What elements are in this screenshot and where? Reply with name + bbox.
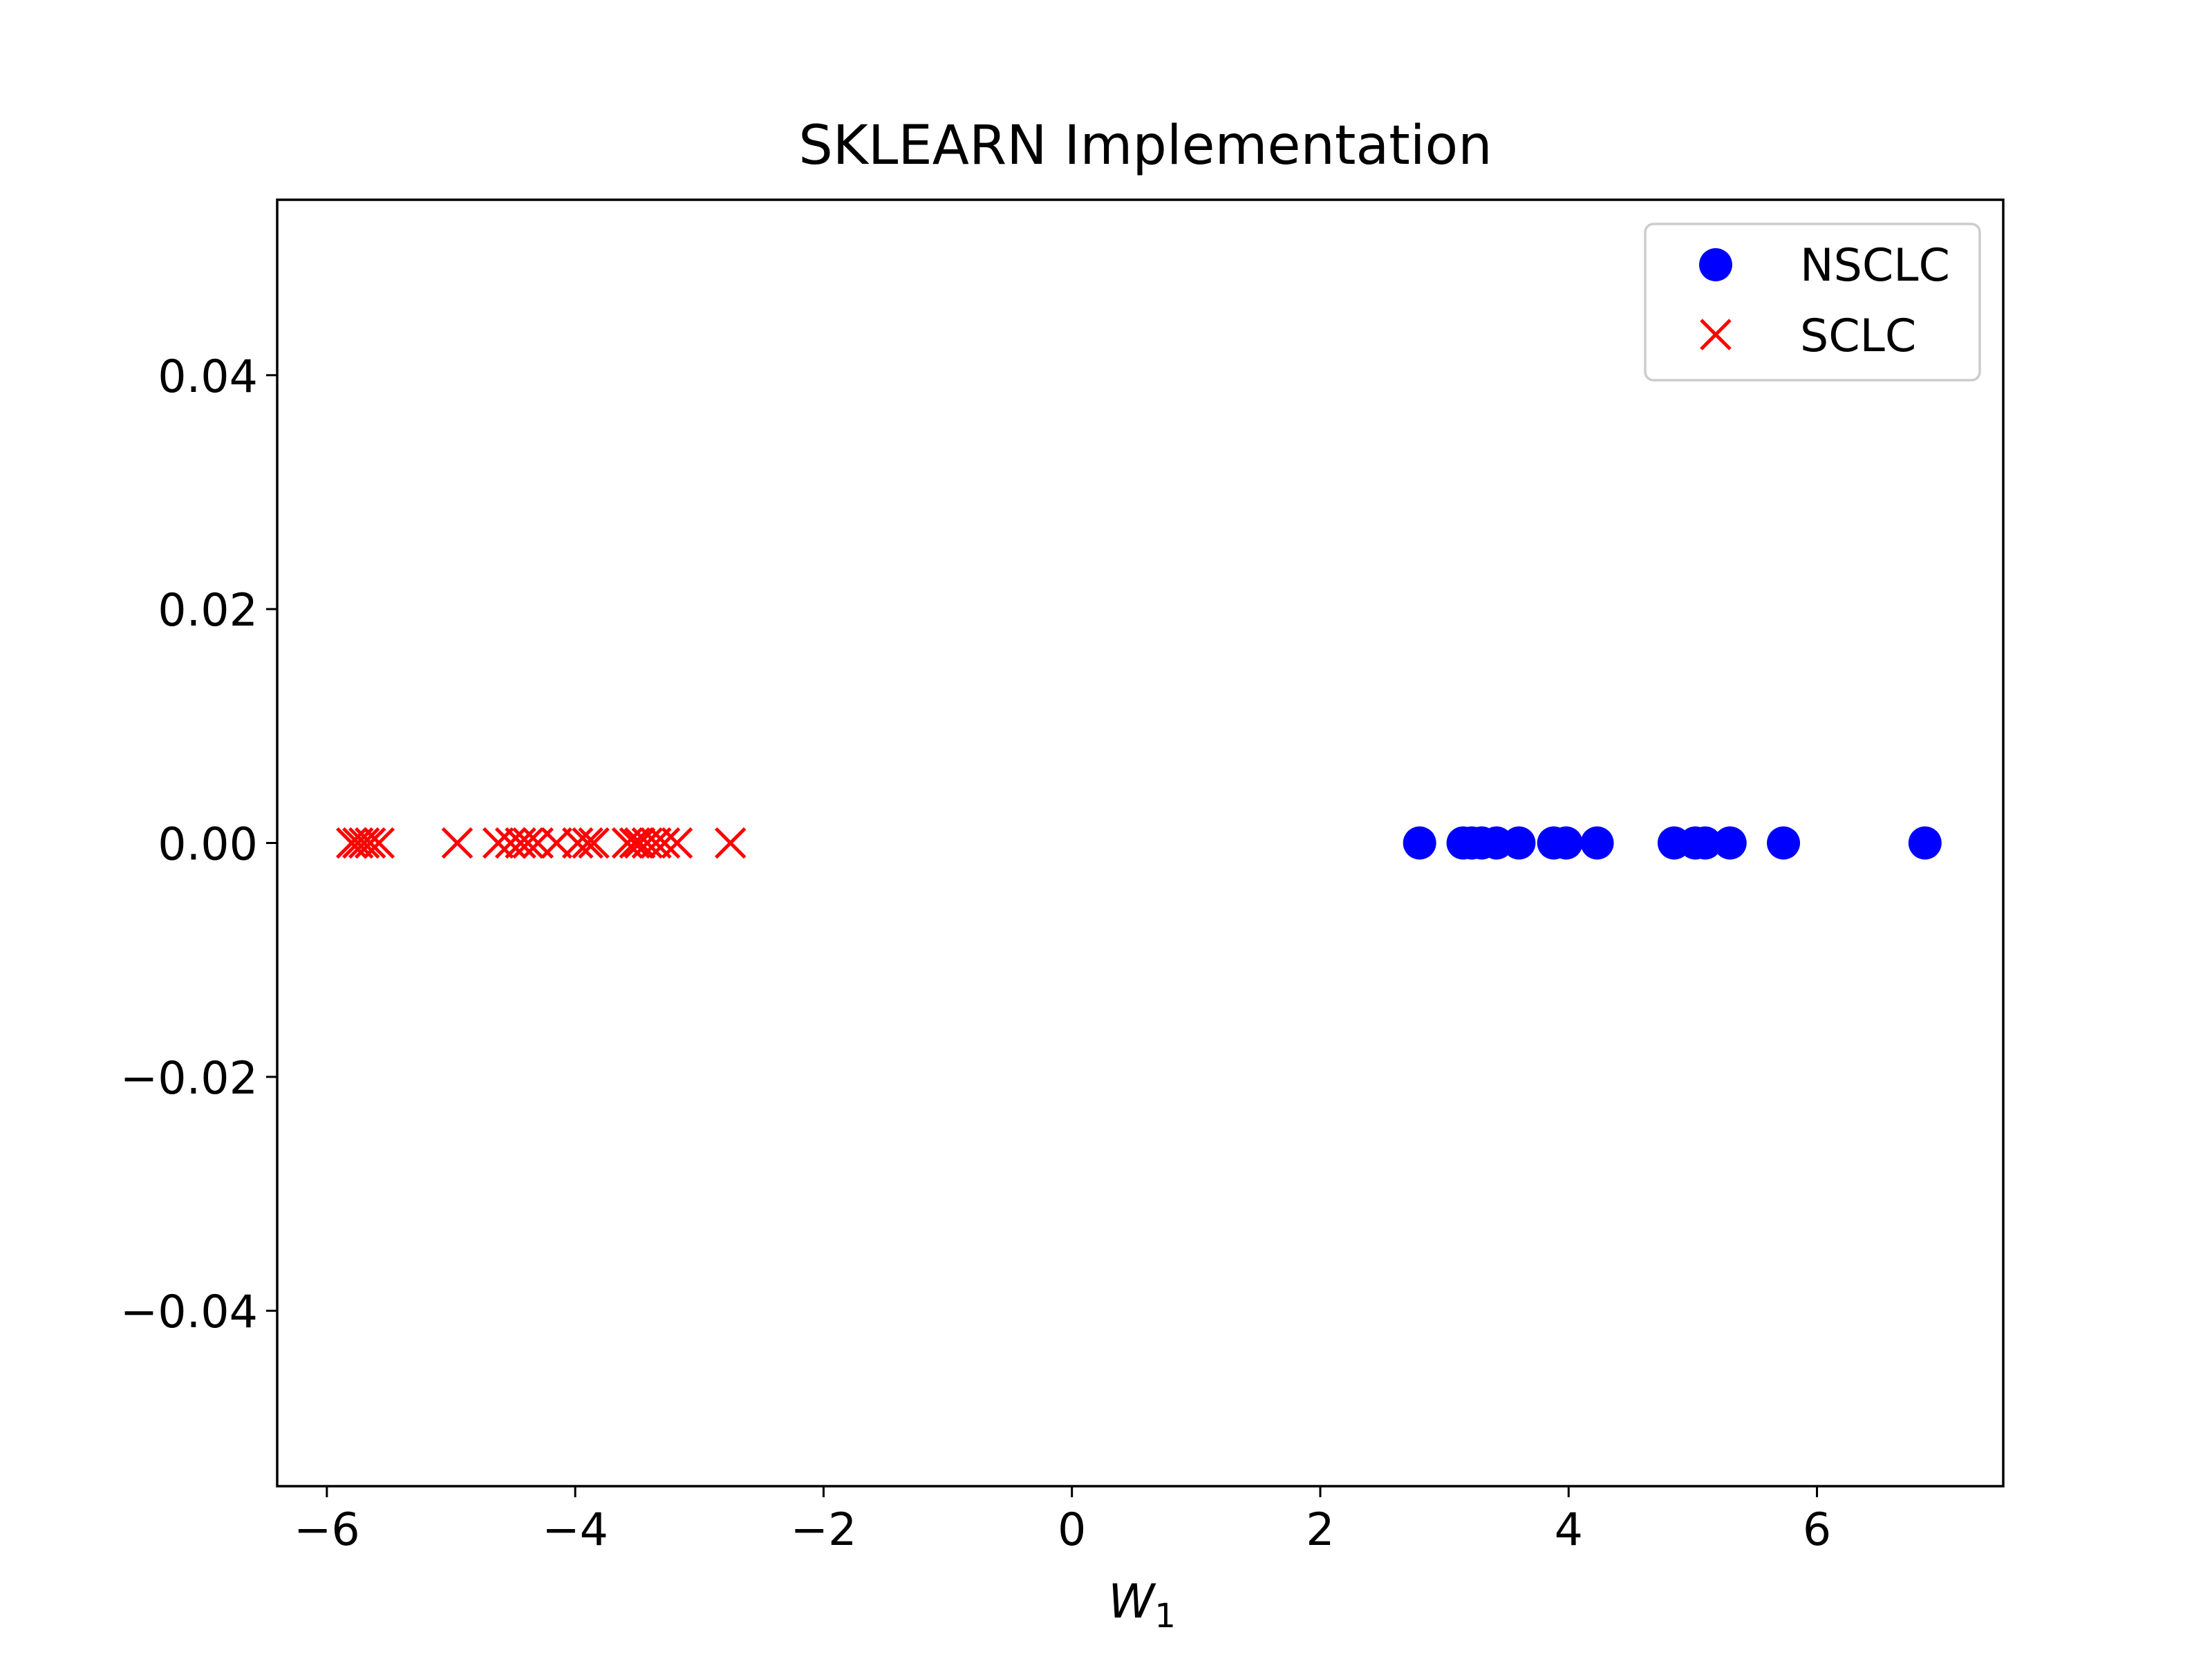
y-tick-label: −0.02 [120,1053,258,1105]
nsclc-point [1688,826,1722,860]
legend: NSCLC SCLC [1644,223,1981,382]
sclc-point [578,827,610,859]
nsclc-point [1713,826,1747,860]
x-axis-label-main: W [1108,1575,1156,1629]
nsclc-point [1502,826,1536,860]
plot-area-frame [276,198,2005,1488]
sclc-point [482,827,514,859]
sclc-point [648,827,681,859]
sclc-point [363,827,395,859]
sclc-point [441,827,474,859]
y-tick-label: 0.02 [158,585,258,637]
sclc-point [661,827,693,859]
x-tick-label: −6 [294,1504,360,1556]
axis-ticks: −6 −4 −2 0 2 4 6 0.04 0.02 0.00 −0.02 −0.04 [120,351,1831,1556]
legend-sclc-label: SCLC [1800,310,1916,362]
x-tick-label: 4 [1555,1504,1583,1556]
x-tick-label: −4 [542,1504,608,1556]
legend-nsclc-label: NSCLC [1800,240,1950,292]
nsclc-point [1908,826,1942,860]
sclc-point [354,827,386,859]
plot-points [336,826,1942,860]
sclc-point [572,827,603,859]
sclc-point [348,827,380,859]
legend-nsclc-marker [1699,248,1732,281]
legend-sclc-marker [1700,319,1732,350]
nsclc-point [1767,826,1801,860]
x-tick-label: 6 [1803,1504,1831,1556]
nsclc-point [1580,826,1614,860]
x-tick-label: 0 [1058,1504,1086,1556]
x-axis-label-subscript: 1 [1154,1597,1176,1635]
nsclc-point [1403,826,1436,860]
y-tick-label: 0.04 [158,351,258,403]
chart-title: SKLEARN Implementation [798,115,1492,177]
nsclc-point [1549,826,1583,860]
sclc-point [624,827,656,859]
y-tick-label: 0.00 [158,819,258,871]
sclc-point [561,827,594,859]
y-tick-label: −0.04 [120,1286,258,1338]
sclc-point [512,827,544,859]
sclc-point [714,827,747,859]
x-tick-label: 2 [1306,1504,1334,1556]
x-axis-label: W1 [1108,1575,1176,1635]
x-tick-label: −2 [791,1504,857,1556]
